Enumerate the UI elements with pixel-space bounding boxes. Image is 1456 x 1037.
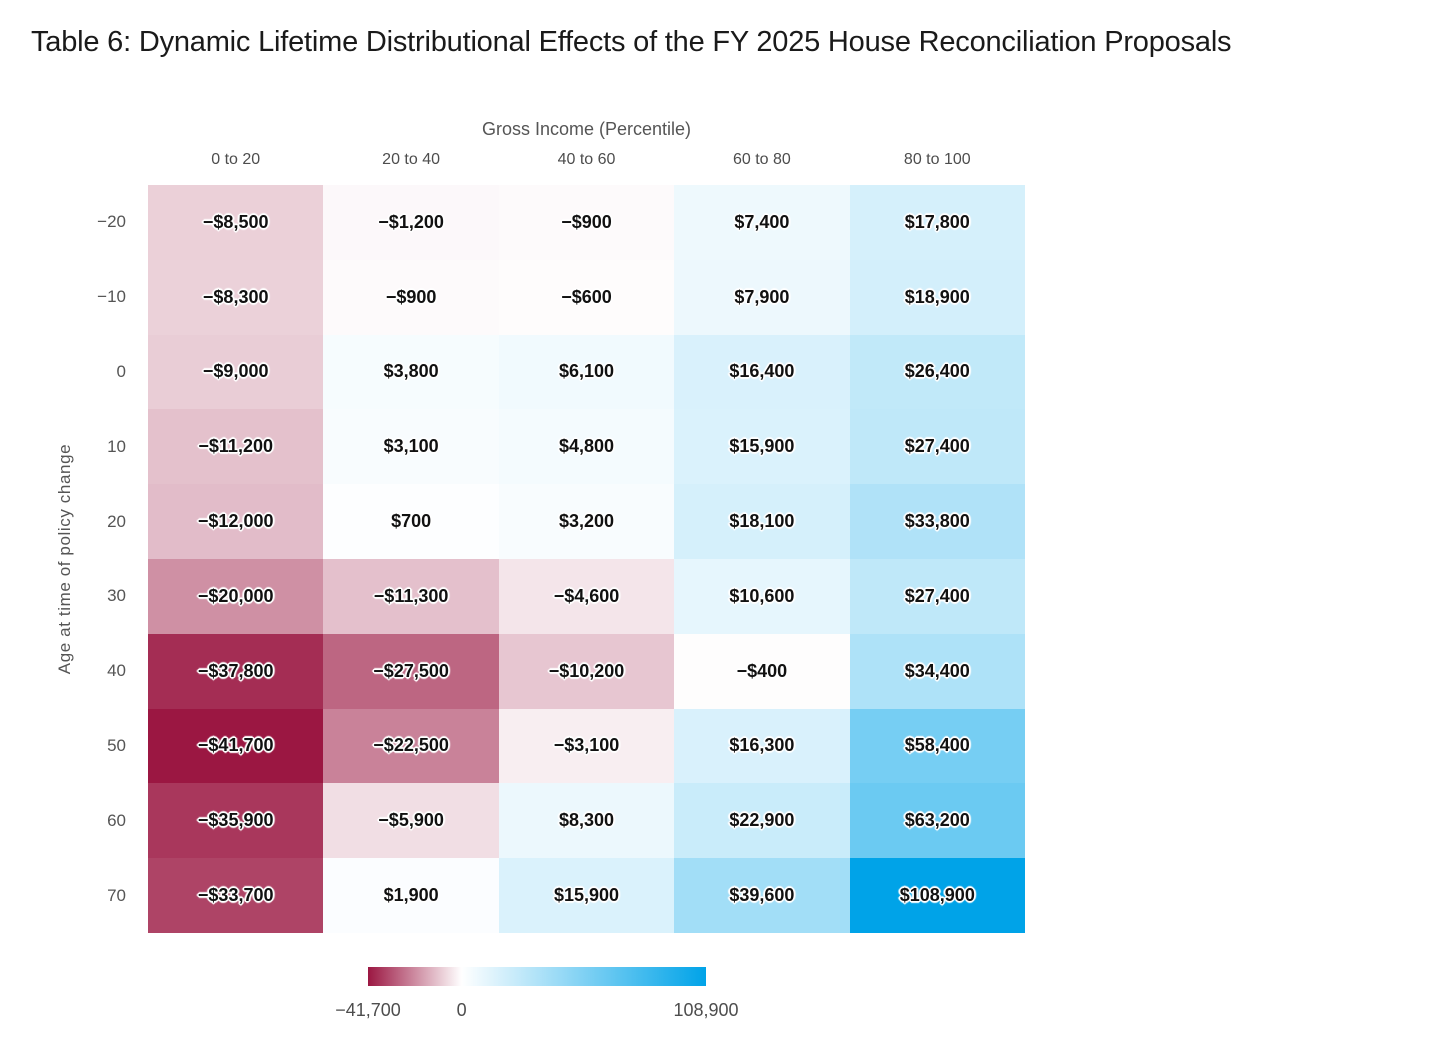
legend-zero-label: 0 [456, 1000, 467, 1020]
heatmap-cell: −$900 [323, 259, 499, 335]
heatmap-cell: $6,100 [498, 334, 675, 410]
heatmap-grid: −$8,500 −$1,200 −$900 $7,400 $17,800 −$8,300−… [148, 185, 1025, 933]
heatmap-cell: $16,400 [674, 334, 850, 410]
heatmap-cell: $17,800 [849, 185, 1025, 260]
heatmap-cell: −$900 [498, 185, 675, 260]
heatmap-cell: −$11,300 [323, 559, 499, 634]
heatmap-cell: −$33,700 [148, 858, 324, 933]
heatmap-cell: −$4,600 [498, 559, 675, 634]
legend-min-label: −41,700 [335, 1000, 401, 1020]
heatmap-cell: $3,200 [498, 484, 675, 559]
heatmap-cell: $1,900 [323, 858, 499, 933]
heatmap-cell: −$11,200 [148, 409, 324, 485]
heatmap-cell: $34,400 [849, 633, 1025, 709]
row-label: 70 [107, 885, 126, 905]
row-labels: −20 −10 0 10 20 30 40 50 60 70 [0, 185, 126, 933]
heatmap-cell: $108,900 [849, 858, 1025, 933]
column-header: 60 to 80 [732, 151, 791, 168]
row-label: −10 [97, 287, 126, 307]
heatmap-cell: $15,900 [498, 858, 675, 933]
page-title: Table 6: Dynamic Lifetime Distributional… [31, 26, 1232, 58]
heatmap-cell: $10,600 [674, 559, 850, 634]
heatmap-cell: $3,800 [323, 334, 499, 410]
heatmap-cell: −$35,900 [148, 783, 324, 859]
column-headers: 0 to 20 20 to 40 40 to 60 60 to 80 80 to 100 [148, 148, 1025, 172]
row-label: 60 [107, 810, 126, 830]
heatmap-cell: −$12,000 [148, 484, 324, 559]
legend-labels: −41,700 0 108,900 [335, 1000, 738, 1024]
heatmap-cell: $63,200 [849, 783, 1025, 859]
row-label: 0 [116, 361, 126, 381]
row-label: 10 [107, 436, 126, 456]
heatmap-cell: −$1,200 [323, 185, 499, 260]
heatmap-cell: −$22,500 [323, 708, 499, 784]
heatmap-cell: −$41,700 [148, 708, 324, 784]
heatmap-cell: −$10,200 [498, 633, 675, 709]
heatmap-cell: $27,400 [849, 559, 1025, 634]
x-axis-title: Gross Income (Percentile) [481, 119, 692, 139]
row-label: 30 [107, 586, 126, 606]
heatmap-cell: $22,900 [674, 783, 850, 859]
heatmap-cell: −$3,100 [498, 708, 675, 784]
heatmap-cell: −$400 [674, 633, 850, 709]
column-header: 40 to 60 [557, 151, 616, 168]
row-label: −20 [97, 212, 126, 232]
heatmap-cell: −$37,800 [148, 633, 324, 709]
heatmap-cell: $3,100 [323, 409, 499, 485]
legend-gradient-bar [368, 967, 706, 986]
row-label: 40 [107, 661, 126, 681]
heatmap-cell: $27,400 [849, 409, 1025, 485]
heatmap-cell: $26,400 [849, 334, 1025, 410]
heatmap-cell: −$5,900 [323, 783, 499, 859]
column-header: 20 to 40 [382, 151, 440, 168]
heatmap-cell: $15,900 [674, 409, 850, 485]
heatmap-cell: $7,900 [674, 259, 850, 335]
heatmap-cell: $18,100 [674, 484, 850, 559]
column-header: 80 to 100 [903, 151, 971, 168]
heatmap-cell: $39,600 [674, 858, 850, 933]
heatmap-cell: $7,400 [674, 185, 850, 260]
column-header: 0 to 20 [211, 151, 261, 168]
heatmap-cell: −$20,000 [148, 559, 324, 634]
heatmap-cell: $700 [323, 484, 499, 559]
heatmap-cell: $4,800 [498, 409, 675, 485]
row-label: 20 [107, 511, 126, 531]
heatmap-cell: $33,800 [849, 484, 1025, 559]
heatmap-cell: −$600 [498, 259, 675, 335]
heatmap-cell: −$8,500 [148, 185, 324, 260]
heatmap-cell: −$8,300 [148, 259, 324, 335]
heatmap-cell: $58,400 [849, 708, 1025, 784]
row-label: 50 [107, 735, 126, 755]
heatmap-cell: $16,300 [674, 708, 850, 784]
heatmap-cell: $18,900 [849, 259, 1025, 335]
heatmap-cell: $8,300 [498, 783, 675, 859]
heatmap-cell: −$9,000 [148, 334, 324, 410]
legend-max-label: 108,900 [673, 1000, 739, 1020]
heatmap-cell: −$27,500 [323, 633, 499, 709]
